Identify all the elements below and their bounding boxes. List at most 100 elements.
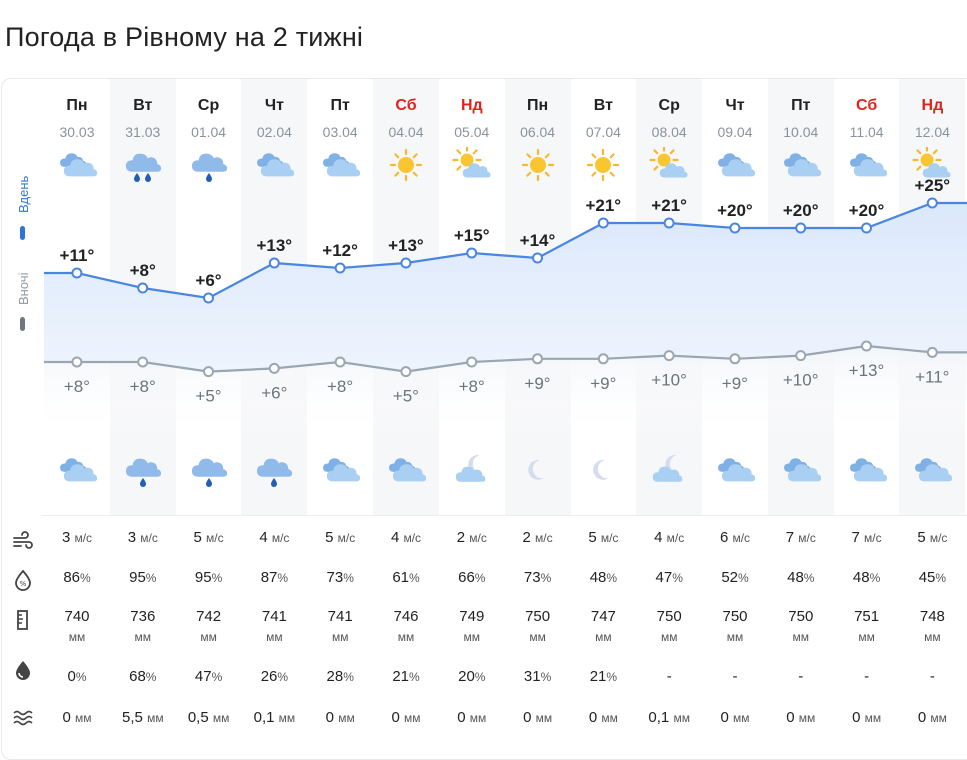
precipitation-probability: 21%	[392, 668, 420, 685]
night-temperature-label: +13°	[849, 361, 885, 380]
night-temperature-line	[44, 344, 967, 373]
wind-speed: 4 м/с	[636, 529, 702, 546]
value: 7	[785, 529, 795, 546]
svg-text:%: %	[20, 580, 27, 588]
cloudy-icon	[320, 452, 361, 488]
value: 31	[523, 668, 541, 685]
humidity: 61%	[392, 569, 420, 586]
unit: м/с	[929, 531, 948, 545]
day-temperature-point	[795, 222, 807, 234]
pressure: 750 мм	[505, 607, 571, 647]
precipitation-probability: -	[899, 668, 965, 685]
night-temperature-label: +11°	[915, 367, 949, 386]
value: 0	[523, 709, 532, 726]
day-temperature-point	[334, 262, 346, 274]
day-of-week: Пн	[527, 97, 549, 114]
day-of-week: Ср	[658, 97, 680, 114]
date: 03.04	[322, 124, 358, 140]
wind-speed: 3 м/с	[110, 529, 176, 546]
value: -	[666, 668, 672, 685]
day-area	[44, 203, 967, 372]
sun-cloud-icon	[912, 147, 952, 183]
unit: м/с	[798, 531, 816, 545]
value: 5	[193, 529, 202, 546]
day-of-week: Сб	[395, 97, 417, 114]
date: 11.04	[849, 124, 884, 140]
humidity: 86%	[63, 569, 91, 586]
value: 48	[852, 569, 870, 586]
moon-cloud-icon	[649, 452, 689, 488]
unit: мм	[529, 630, 546, 644]
forecast-card: +11° +8° +8° +8° +6° +5° +13° +6° +12° +8° +13° +5°…	[1, 78, 967, 760]
day-temperature-point	[663, 217, 675, 229]
day-temperature-label: +21°	[585, 196, 621, 215]
unit: мм	[726, 630, 744, 644]
day-temperature-label: +8°	[130, 261, 156, 280]
humidity: 47%	[655, 569, 683, 586]
value: 0	[457, 709, 466, 726]
precipitation-icon	[12, 707, 34, 729]
humidity: 48%	[589, 569, 618, 586]
cloudy-icon	[57, 147, 97, 183]
pressure: 742 мм	[176, 607, 242, 647]
value: 21	[589, 668, 607, 685]
pressure: 749 мм	[439, 607, 505, 647]
humidity: 73%	[523, 569, 552, 586]
value: 0	[786, 709, 795, 726]
cloudy-icon	[912, 452, 953, 488]
sun-icon	[518, 147, 558, 183]
precipitation-amount: 0 мм	[899, 709, 965, 726]
day-temperature-label: +13°	[256, 236, 292, 255]
night-temperature-point	[663, 350, 675, 362]
precipitation-probability: -	[636, 668, 702, 685]
night-temperature-point	[137, 356, 149, 368]
wind-speed: 5 м/с	[307, 529, 373, 546]
day-temperature-label: +13°	[388, 236, 424, 255]
wind-speed: 4 м/с	[373, 529, 439, 546]
unit: мм	[212, 711, 230, 725]
unit: м/с	[206, 531, 224, 545]
precipitation-probability: 26%	[260, 668, 289, 685]
moon-icon	[518, 452, 558, 488]
precipitation-amount: 0,1 мм	[241, 709, 307, 726]
unit: мм	[595, 630, 612, 644]
day-temperature-label: +21°	[651, 196, 687, 215]
pressure: 741 мм	[307, 607, 373, 647]
value: 68	[129, 668, 146, 685]
cloud-rain-icon	[189, 147, 229, 183]
precipitation-amount: 0 мм	[307, 709, 373, 726]
value: 750	[788, 608, 814, 625]
day-night-legend: Вдень Вночі	[2, 79, 44, 515]
precipitation-amount: 0 мм	[505, 709, 571, 726]
value: 5	[917, 529, 926, 546]
unit: мм	[404, 711, 421, 725]
day-of-week: Вт	[133, 97, 153, 114]
value: -	[929, 668, 935, 685]
pressure: 736 мм	[110, 607, 176, 647]
pressure: 741 мм	[241, 607, 307, 647]
value: 0	[588, 709, 598, 726]
day-of-week: Сб	[855, 97, 878, 114]
night-temperature-label: +8°	[459, 377, 485, 396]
day-temperature-point	[926, 197, 938, 209]
precipitation-probability: 31%	[523, 668, 552, 685]
date: 01.04	[191, 124, 227, 140]
value: 0,1	[648, 709, 670, 726]
night-temperature-point	[71, 356, 83, 368]
value: 750	[656, 608, 682, 625]
day-of-week: Пн	[66, 97, 88, 114]
date: 30.03	[59, 124, 95, 140]
precipitation-probability: -	[834, 668, 900, 685]
day-temperature-line	[44, 201, 967, 300]
humidity: 87%	[260, 569, 289, 586]
value: 0	[917, 709, 927, 726]
unit: м/с	[469, 531, 487, 545]
day-temperature-point	[729, 222, 741, 234]
value: 28	[326, 668, 344, 685]
value: 750	[525, 608, 551, 625]
cloudy-icon	[386, 452, 426, 488]
unit: мм	[75, 711, 92, 725]
value: 750	[722, 608, 748, 625]
night-temperature-label: +9°	[524, 374, 550, 393]
precipitation-probability: 47%	[194, 668, 223, 685]
